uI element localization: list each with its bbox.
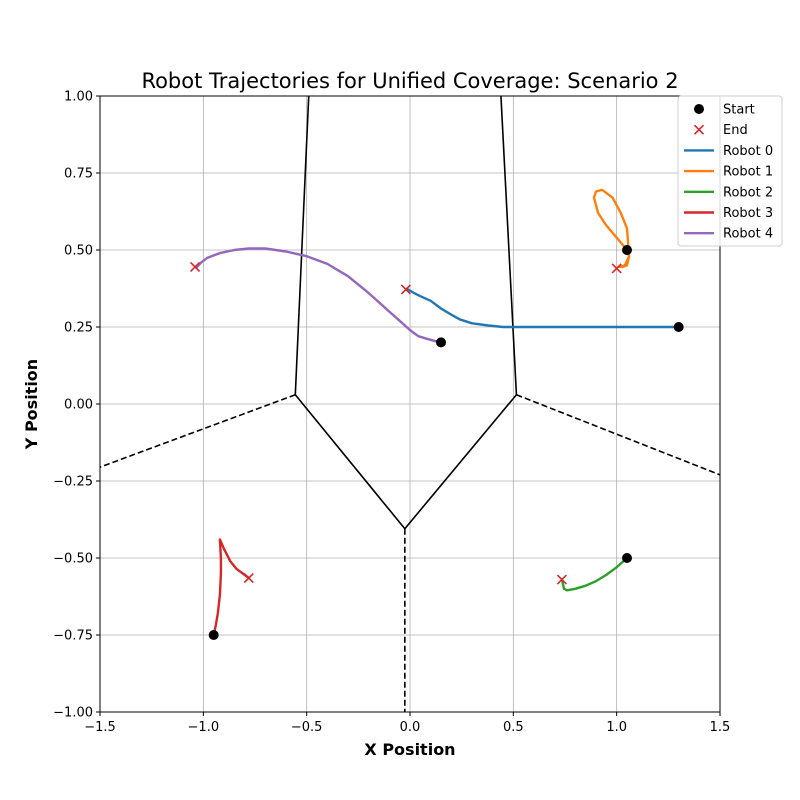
trajectory-robot-2 <box>560 556 629 592</box>
end-marker-robot-3 <box>243 572 254 584</box>
legend-label-robot-1: Robot 1 <box>723 165 773 180</box>
start-end-markers <box>190 245 684 640</box>
x-tick-label: 1.5 <box>710 720 731 735</box>
end-marker-stroke <box>400 284 411 295</box>
y-tick-label: −1.00 <box>53 706 93 721</box>
end-marker-robot-0 <box>400 284 411 295</box>
start-marker-robot-1 <box>622 245 632 255</box>
legend-frame <box>677 95 783 247</box>
voronoi-edge-dashed <box>516 394 721 476</box>
start-marker-robot-4 <box>436 337 446 348</box>
y-tick-label: 0.00 <box>64 398 93 413</box>
start-marker-robot-2 <box>622 553 632 563</box>
legend-label-robot-3: Robot 3 <box>723 206 773 221</box>
x-tick-label: −1.5 <box>84 720 116 735</box>
axis-ticks: −1.5 −1.0 −0.5 0.0 0.5 1.0 1.5 −1.00 −0.75 −0.50 −… <box>53 90 730 736</box>
start-marker-robot-0 <box>673 322 684 332</box>
legend-label-robot-0: Robot 0 <box>723 144 773 159</box>
end-marker-stroke <box>693 124 705 135</box>
x-tick-label: 0.0 <box>400 720 421 735</box>
y-tick-label: 0.75 <box>64 167 93 182</box>
trajectory-robot-4 <box>195 247 443 344</box>
end-marker-stroke <box>190 261 201 273</box>
legend-label-end: End <box>723 123 748 138</box>
trajectory-robot-1 <box>592 188 631 269</box>
voronoi-boundaries <box>99 95 721 712</box>
start-marker-robot-3 <box>208 630 219 640</box>
x-axis-title: X Position <box>364 740 455 759</box>
legend: Start End Robot 0 Robot 1 Robot 2 Robot 3 Robo… <box>677 95 783 247</box>
end-marker-stroke <box>243 572 254 584</box>
y-tick-label: 0.25 <box>64 321 93 336</box>
y-tick-label: −0.25 <box>53 475 93 490</box>
end-marker-robot-1 <box>611 263 622 274</box>
legend-end-marker <box>693 124 705 135</box>
x-tick-label: 1.0 <box>606 720 627 735</box>
y-axis-title: Y Position <box>22 359 41 450</box>
voronoi-edge <box>500 95 518 395</box>
x-tick-label: −0.5 <box>291 720 323 735</box>
end-marker-stroke <box>611 263 622 274</box>
end-marker-robot-2 <box>556 574 567 585</box>
end-marker-stroke <box>556 574 567 585</box>
voronoi-edge <box>294 95 310 395</box>
trajectory-robot-0 <box>406 288 680 329</box>
legend-start-marker <box>694 104 704 114</box>
voronoi-edge <box>294 394 406 530</box>
legend-label-robot-2: Robot 2 <box>723 185 773 200</box>
legend-label-start: Start <box>723 103 755 118</box>
legend-label-robot-4: Robot 4 <box>723 227 773 242</box>
y-tick-label: −0.75 <box>53 629 93 644</box>
trajectory-robot-3 <box>212 538 251 637</box>
trajectory-series <box>195 188 680 637</box>
x-tick-label: −1.0 <box>188 720 220 735</box>
voronoi-edge-dashed <box>99 394 296 468</box>
x-tick-label: 0.5 <box>503 720 524 735</box>
voronoi-edge <box>404 394 518 530</box>
chart-title: Robot Trajectories for Unified Coverage:… <box>141 69 678 93</box>
y-tick-label: 0.50 <box>64 244 93 259</box>
y-tick-label: −0.50 <box>53 552 93 567</box>
y-tick-label: 1.00 <box>64 90 93 105</box>
end-marker-robot-4 <box>190 261 201 273</box>
